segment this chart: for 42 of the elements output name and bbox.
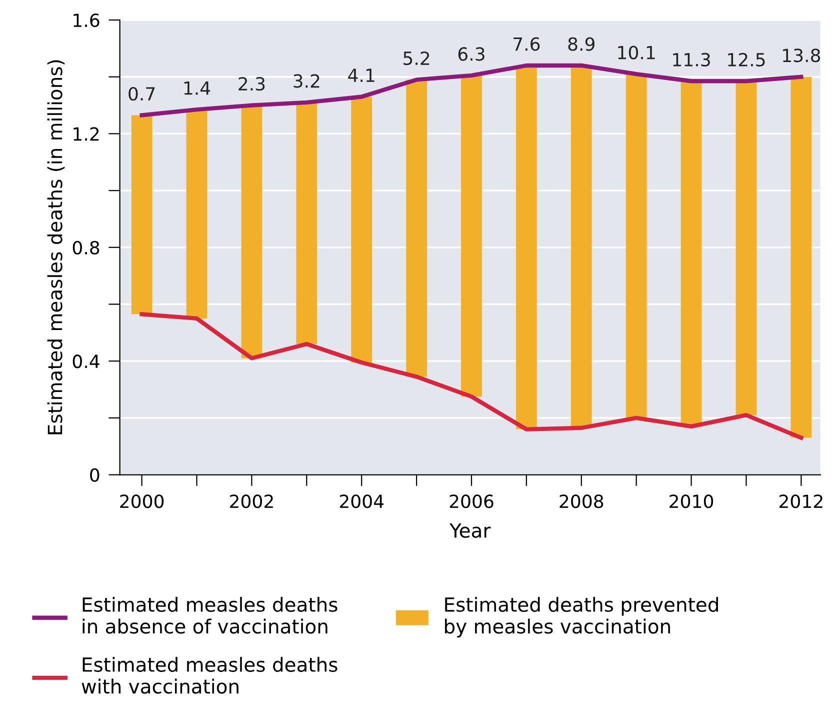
x-tick-label: 2004 <box>340 494 384 508</box>
x-tick-label: 2008 <box>560 494 604 508</box>
annotation: 13.8 <box>783 48 820 62</box>
legend-label: Estimated measles deaths with vaccination <box>82 656 338 694</box>
bar <box>241 105 262 358</box>
bar <box>186 110 208 318</box>
annotation: 3.2 <box>294 74 320 88</box>
bar <box>406 80 427 377</box>
bar <box>296 102 318 344</box>
bar <box>461 75 482 397</box>
bar <box>351 96 372 362</box>
annotation: 10.1 <box>618 46 655 60</box>
annotation: 8.9 <box>568 37 594 51</box>
y-axis-title: Estimated measles deaths (in millions) <box>47 60 65 434</box>
annotation: 5.2 <box>404 51 430 66</box>
y-tick-label: 1.2 <box>74 127 99 141</box>
annotation: 2.3 <box>238 77 265 91</box>
y-tick-label: 0.8 <box>72 240 100 255</box>
bar <box>790 76 812 438</box>
annotation: 4.1 <box>348 68 374 82</box>
x-tick-label: 2002 <box>230 494 273 508</box>
x-tick-label: 2012 <box>780 494 822 508</box>
x-tick-label: 2010 <box>670 494 714 508</box>
y-tick-label: 1.6 <box>74 13 100 28</box>
bar <box>626 74 647 418</box>
annotation: 11.3 <box>673 52 710 67</box>
legend-label: Estimated deaths prevented by measles vaccination <box>445 596 718 638</box>
annotation: 7.6 <box>514 37 540 51</box>
annotation: 12.5 <box>728 52 765 67</box>
legend-label: Estimated measles deaths in absence of vaccination <box>82 596 338 634</box>
annotation: 0.7 <box>128 86 155 101</box>
bar <box>680 81 702 426</box>
bar <box>736 81 757 416</box>
bar <box>131 115 152 314</box>
x-tick-label: 2006 <box>450 494 494 508</box>
x-axis-title: Year <box>449 523 491 538</box>
x-tick-label: 2000 <box>120 494 164 508</box>
y-tick-label: 0 <box>90 468 100 482</box>
annotation: 6.3 <box>458 47 484 61</box>
line-series <box>140 312 804 440</box>
annotation: 1.4 <box>184 82 210 95</box>
y-tick-label: 0.4 <box>72 354 100 368</box>
